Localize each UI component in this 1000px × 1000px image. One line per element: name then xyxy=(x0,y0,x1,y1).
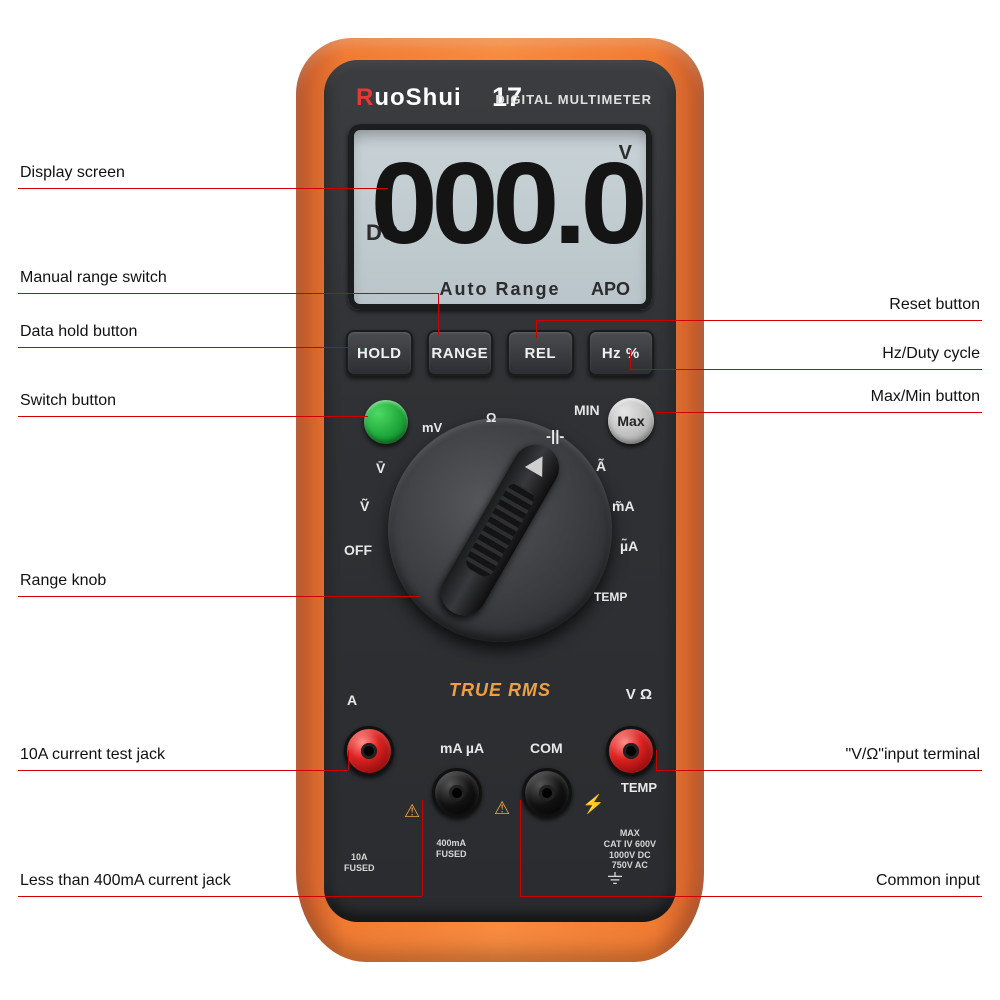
dial-a: Ã xyxy=(596,458,606,474)
leader-line xyxy=(18,770,348,771)
leader-line xyxy=(18,896,422,897)
hv-icon: ⚡ xyxy=(582,794,604,815)
lcd-reading: 000.0 xyxy=(390,142,623,264)
callout-com: Common input xyxy=(876,872,980,890)
jack-ma-ua[interactable] xyxy=(432,768,482,818)
leader-line xyxy=(18,188,388,189)
callout-range-switch: Manual range switch xyxy=(20,269,167,287)
product-subtitle: DIGITAL MULTIMETER xyxy=(495,92,652,107)
leader-line xyxy=(656,770,982,771)
fine-print-400ma: 400mAFUSED xyxy=(436,838,467,860)
leader-line xyxy=(536,320,537,338)
true-rms-label: TRUE RMS xyxy=(449,680,551,701)
callout-display: Display screen xyxy=(20,164,125,182)
dial-mv: mV xyxy=(422,420,442,435)
warning-icon: ⚠ xyxy=(494,798,510,819)
function-button-row: HOLD RANGE REL Hz % xyxy=(346,330,654,376)
jack-10a[interactable] xyxy=(344,726,394,776)
warning-icon: ⚠ xyxy=(404,801,420,822)
brand-logo: RuoShui xyxy=(356,84,462,112)
dial-vdc: V̄ xyxy=(376,460,385,476)
jack-row xyxy=(340,722,660,842)
dial-temp: TEMP xyxy=(594,590,627,604)
brand-rest: uoShui xyxy=(374,84,461,111)
range-button[interactable]: RANGE xyxy=(427,330,494,376)
leader-line xyxy=(422,800,423,896)
callout-reset: Reset button xyxy=(889,296,980,314)
leader-line xyxy=(536,320,982,321)
range-knob[interactable] xyxy=(388,418,612,642)
dial-ohm: Ω xyxy=(486,410,496,425)
leader-line xyxy=(656,750,657,770)
rel-button[interactable]: REL xyxy=(507,330,574,376)
max-button[interactable]: Max xyxy=(608,398,654,444)
leader-line xyxy=(520,896,982,897)
callout-hz: Hz/Duty cycle xyxy=(882,345,980,363)
ground-icon xyxy=(606,872,624,886)
callout-switch: Switch button xyxy=(20,392,116,410)
jack-com[interactable] xyxy=(522,768,572,818)
leader-line xyxy=(630,350,631,369)
lcd-auto-range: Auto Range xyxy=(440,279,561,300)
callout-max: Max/Min button xyxy=(871,388,980,406)
jack-vohm[interactable] xyxy=(606,726,656,776)
fine-print-10a: 10AFUSED xyxy=(344,852,375,874)
dial-vac: Ṽ xyxy=(360,498,369,514)
callout-10a: 10A current test jack xyxy=(20,746,165,764)
lcd-apo: APO xyxy=(591,279,630,300)
leader-line xyxy=(438,293,439,335)
fine-print-cat: MAXCAT IV 600V1000V DC750V AC xyxy=(604,828,656,871)
leader-line xyxy=(656,412,982,413)
leader-line xyxy=(18,347,360,348)
callout-vohm: "V/Ω"input terminal xyxy=(846,746,980,764)
dial-off: OFF xyxy=(344,542,372,558)
dial-ma: m̃A xyxy=(612,498,635,514)
callout-knob: Range knob xyxy=(20,572,106,590)
leader-line xyxy=(520,800,521,896)
jack-label-a: A xyxy=(347,692,357,708)
min-label: MIN xyxy=(574,402,600,418)
leader-line xyxy=(18,293,438,294)
callout-400ma: Less than 400mA current jack xyxy=(20,872,231,890)
brand-highlight: R xyxy=(356,84,374,111)
multimeter: RuoShui 17 DIGITAL MULTIMETER DC V 000.0… xyxy=(296,38,704,962)
jack-label-vohm: V Ω xyxy=(626,686,652,703)
display-screen: DC V 000.0 Auto Range APO xyxy=(348,124,652,310)
leader-line xyxy=(18,416,368,417)
leader-line xyxy=(18,596,420,597)
callout-hold: Data hold button xyxy=(20,323,137,341)
dial-ua: µ̃A xyxy=(620,538,638,554)
leader-line xyxy=(630,369,982,370)
dial-cap: -||- xyxy=(546,428,564,445)
hold-button[interactable]: HOLD xyxy=(346,330,413,376)
leader-line xyxy=(348,750,349,770)
max-label: Max xyxy=(617,413,644,429)
